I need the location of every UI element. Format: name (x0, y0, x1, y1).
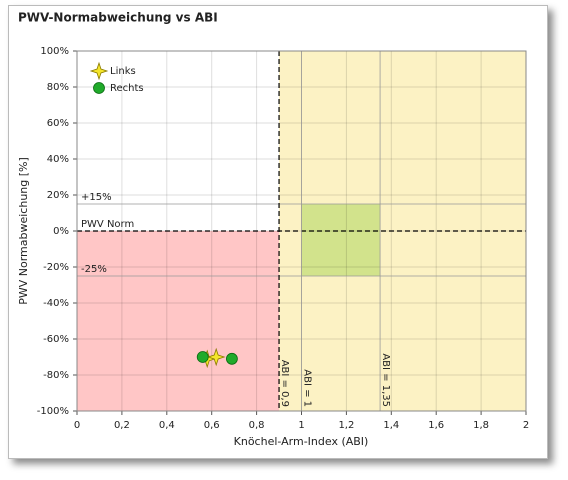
x-tick-label: 1 (298, 420, 304, 431)
legend-label: Links (110, 66, 136, 77)
x-tick-label: 0 (74, 420, 80, 431)
x-tick-label: 1,4 (383, 420, 399, 431)
reference-label: +15% (81, 192, 112, 203)
y-tick-label: -80% (43, 370, 69, 381)
x-tick-label: 0,6 (204, 420, 220, 431)
reference-label: PWV Norm (81, 219, 134, 230)
x-tick-label: 2 (523, 420, 529, 431)
plot-frame (76, 50, 527, 412)
x-tick-label: 0,2 (114, 420, 130, 431)
legend-marker (93, 82, 105, 94)
chart-title: PWV-Normabweichung vs ABI (18, 11, 218, 25)
y-tick-label: 80% (47, 82, 69, 93)
circle-marker (226, 352, 238, 365)
region (301, 204, 381, 276)
circle-marker (196, 351, 209, 363)
y-tick-label: -100% (37, 406, 69, 417)
y-axis-label: PWV Normabweichung [%] (17, 157, 30, 305)
x-tick-label: 0,8 (249, 420, 265, 431)
y-tick-label: 0% (53, 226, 69, 237)
y-tick-label: -60% (43, 334, 69, 345)
reference-label: -25% (81, 264, 107, 275)
legend-marker (89, 61, 109, 81)
x-axis-label: Knöchel-Arm-Index (ABI) (234, 435, 369, 448)
reference-label: ABI = 1,35 (380, 353, 391, 407)
x-tick-label: 1,2 (338, 420, 354, 431)
reference-label: ABI = 1 (302, 369, 313, 407)
region (77, 231, 280, 411)
x-tick-label: 1,6 (428, 420, 444, 431)
legend-label: Rechts (110, 83, 144, 94)
y-tick-label: -20% (43, 262, 69, 273)
y-tick-label: -40% (43, 298, 69, 309)
x-tick-label: 0,4 (159, 420, 175, 431)
y-tick-label: 60% (47, 118, 69, 129)
y-tick-label: 40% (47, 154, 69, 165)
x-tick-label: 1,8 (473, 420, 489, 431)
reference-label: ABI = 0,9 (279, 360, 290, 407)
y-tick-label: 100% (40, 46, 69, 57)
y-tick-label: 20% (47, 190, 69, 201)
star-marker (206, 347, 226, 367)
